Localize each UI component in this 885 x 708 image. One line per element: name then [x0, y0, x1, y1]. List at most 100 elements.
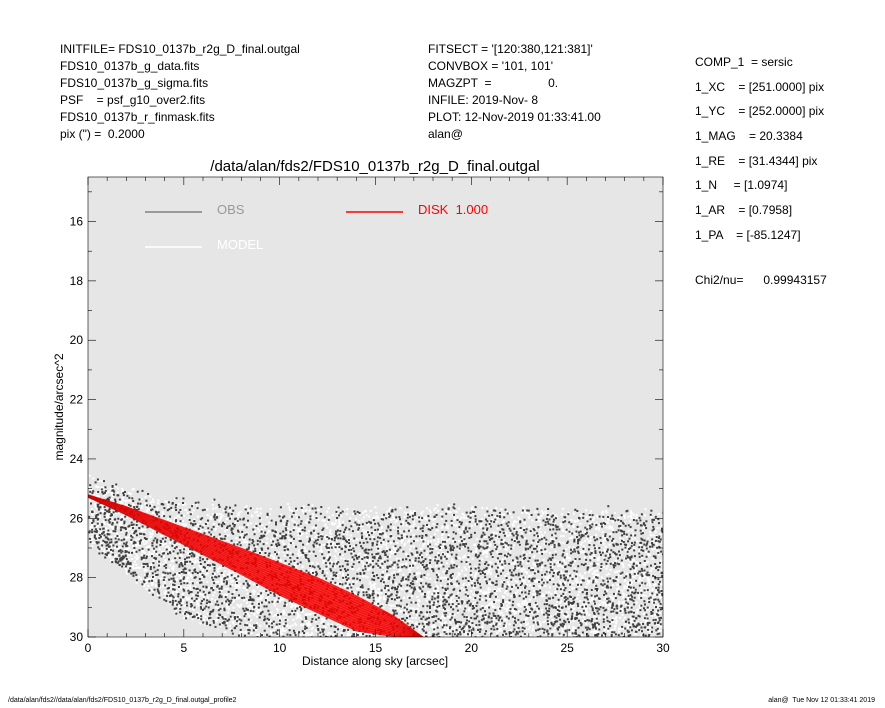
- model-point: [373, 516, 376, 519]
- model-point: [113, 558, 116, 561]
- model-point: [516, 567, 519, 570]
- model-point: [437, 586, 439, 589]
- model-point: [338, 519, 341, 521]
- model-point: [474, 523, 476, 526]
- model-point: [521, 566, 524, 569]
- model-point: [512, 561, 515, 564]
- model-point: [92, 477, 95, 480]
- model-point: [424, 626, 427, 629]
- model-point: [472, 519, 475, 522]
- model-point: [544, 620, 547, 623]
- model-point: [223, 575, 226, 578]
- model-point: [526, 616, 529, 619]
- model-point: [167, 503, 170, 506]
- model-point: [426, 507, 429, 510]
- model-point: [501, 520, 504, 523]
- model-point: [567, 525, 570, 527]
- model-point: [183, 525, 186, 528]
- model-point: [107, 523, 110, 526]
- model-point: [579, 584, 582, 587]
- model-point: [255, 522, 258, 525]
- model-point: [214, 599, 217, 602]
- model-point: [569, 584, 572, 587]
- model-point: [212, 513, 215, 516]
- model-point: [441, 536, 443, 539]
- model-point: [565, 600, 568, 602]
- model-point: [557, 583, 560, 586]
- model-point: [318, 624, 321, 627]
- model-point: [533, 606, 536, 609]
- model-point: [288, 506, 291, 509]
- model-point: [286, 619, 289, 621]
- model-point: [238, 597, 240, 600]
- model-point: [324, 637, 326, 639]
- model-point: [607, 554, 610, 557]
- model-point: [464, 631, 467, 634]
- model-point: [394, 521, 397, 523]
- model-point: [585, 586, 588, 588]
- model-point: [276, 557, 279, 559]
- model-point: [472, 513, 475, 516]
- model-point: [484, 618, 487, 621]
- model-point: [471, 636, 474, 637]
- model-point: [618, 602, 621, 605]
- model-point: [389, 612, 392, 615]
- model-point: [400, 583, 403, 586]
- model-point: [492, 589, 495, 592]
- model-point: [418, 518, 421, 521]
- model-point: [532, 627, 534, 630]
- model-point: [552, 614, 555, 617]
- model-point: [605, 604, 607, 607]
- model-point: [572, 526, 575, 528]
- model-point: [658, 624, 661, 627]
- model-point: [429, 511, 432, 514]
- model-point: [300, 633, 303, 636]
- model-point: [90, 488, 92, 491]
- model-point: [182, 599, 185, 602]
- model-point: [416, 580, 419, 583]
- model-point: [504, 625, 507, 628]
- model-point: [345, 513, 348, 516]
- model-point: [93, 541, 96, 544]
- model-point: [326, 564, 329, 566]
- model-point: [537, 561, 540, 564]
- model-point: [561, 596, 564, 599]
- model-point: [532, 590, 535, 593]
- model-point: [637, 616, 639, 619]
- model-point: [334, 522, 337, 525]
- model-point: [369, 559, 372, 562]
- model-point: [179, 547, 181, 550]
- model-point: [619, 627, 622, 630]
- model-point: [178, 599, 181, 602]
- model-point: [393, 564, 396, 567]
- model-point: [661, 539, 663, 542]
- model-point: [311, 504, 314, 507]
- model-point: [582, 615, 585, 618]
- model-point: [559, 580, 562, 583]
- model-point: [538, 528, 541, 530]
- model-point: [175, 521, 178, 524]
- model-point: [350, 550, 353, 553]
- model-point: [384, 576, 387, 579]
- model-point: [428, 509, 431, 512]
- model-point: [229, 628, 232, 631]
- model-point: [480, 519, 483, 521]
- model-point: [641, 570, 643, 573]
- model-point: [374, 591, 377, 594]
- model-point: [516, 603, 519, 606]
- model-point: [130, 549, 133, 552]
- model-point: [390, 519, 393, 521]
- model-point: [222, 509, 225, 512]
- model-point: [410, 512, 412, 515]
- model-point: [534, 620, 537, 623]
- model-point: [215, 581, 218, 584]
- model-point: [231, 610, 234, 613]
- model-point: [203, 619, 205, 621]
- model-point: [163, 581, 166, 584]
- model-point: [150, 553, 153, 556]
- model-point: [548, 560, 551, 562]
- model-point: [299, 530, 302, 533]
- model-point: [365, 633, 368, 636]
- model-point: [627, 529, 630, 532]
- model-point: [191, 576, 194, 579]
